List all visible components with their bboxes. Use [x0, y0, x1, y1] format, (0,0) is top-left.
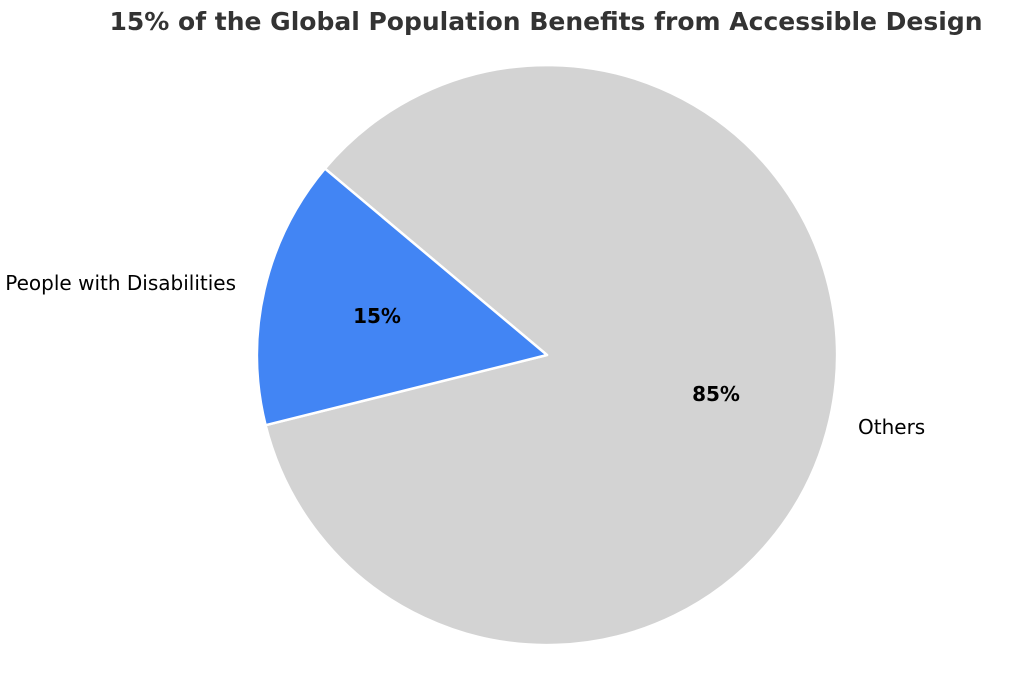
chart-title: 15% of the Global Population Benefits fr… — [109, 7, 983, 36]
percent-label-people-with-disabilities: 15% — [353, 304, 401, 328]
percent-label-others: 85% — [692, 382, 740, 406]
slice-label-people-with-disabilities: People with Disabilities — [5, 271, 236, 295]
pie-slice-people-with-disabilities — [255, 167, 549, 427]
pie-slice-others — [264, 63, 839, 647]
slice-label-others: Others — [858, 415, 926, 439]
